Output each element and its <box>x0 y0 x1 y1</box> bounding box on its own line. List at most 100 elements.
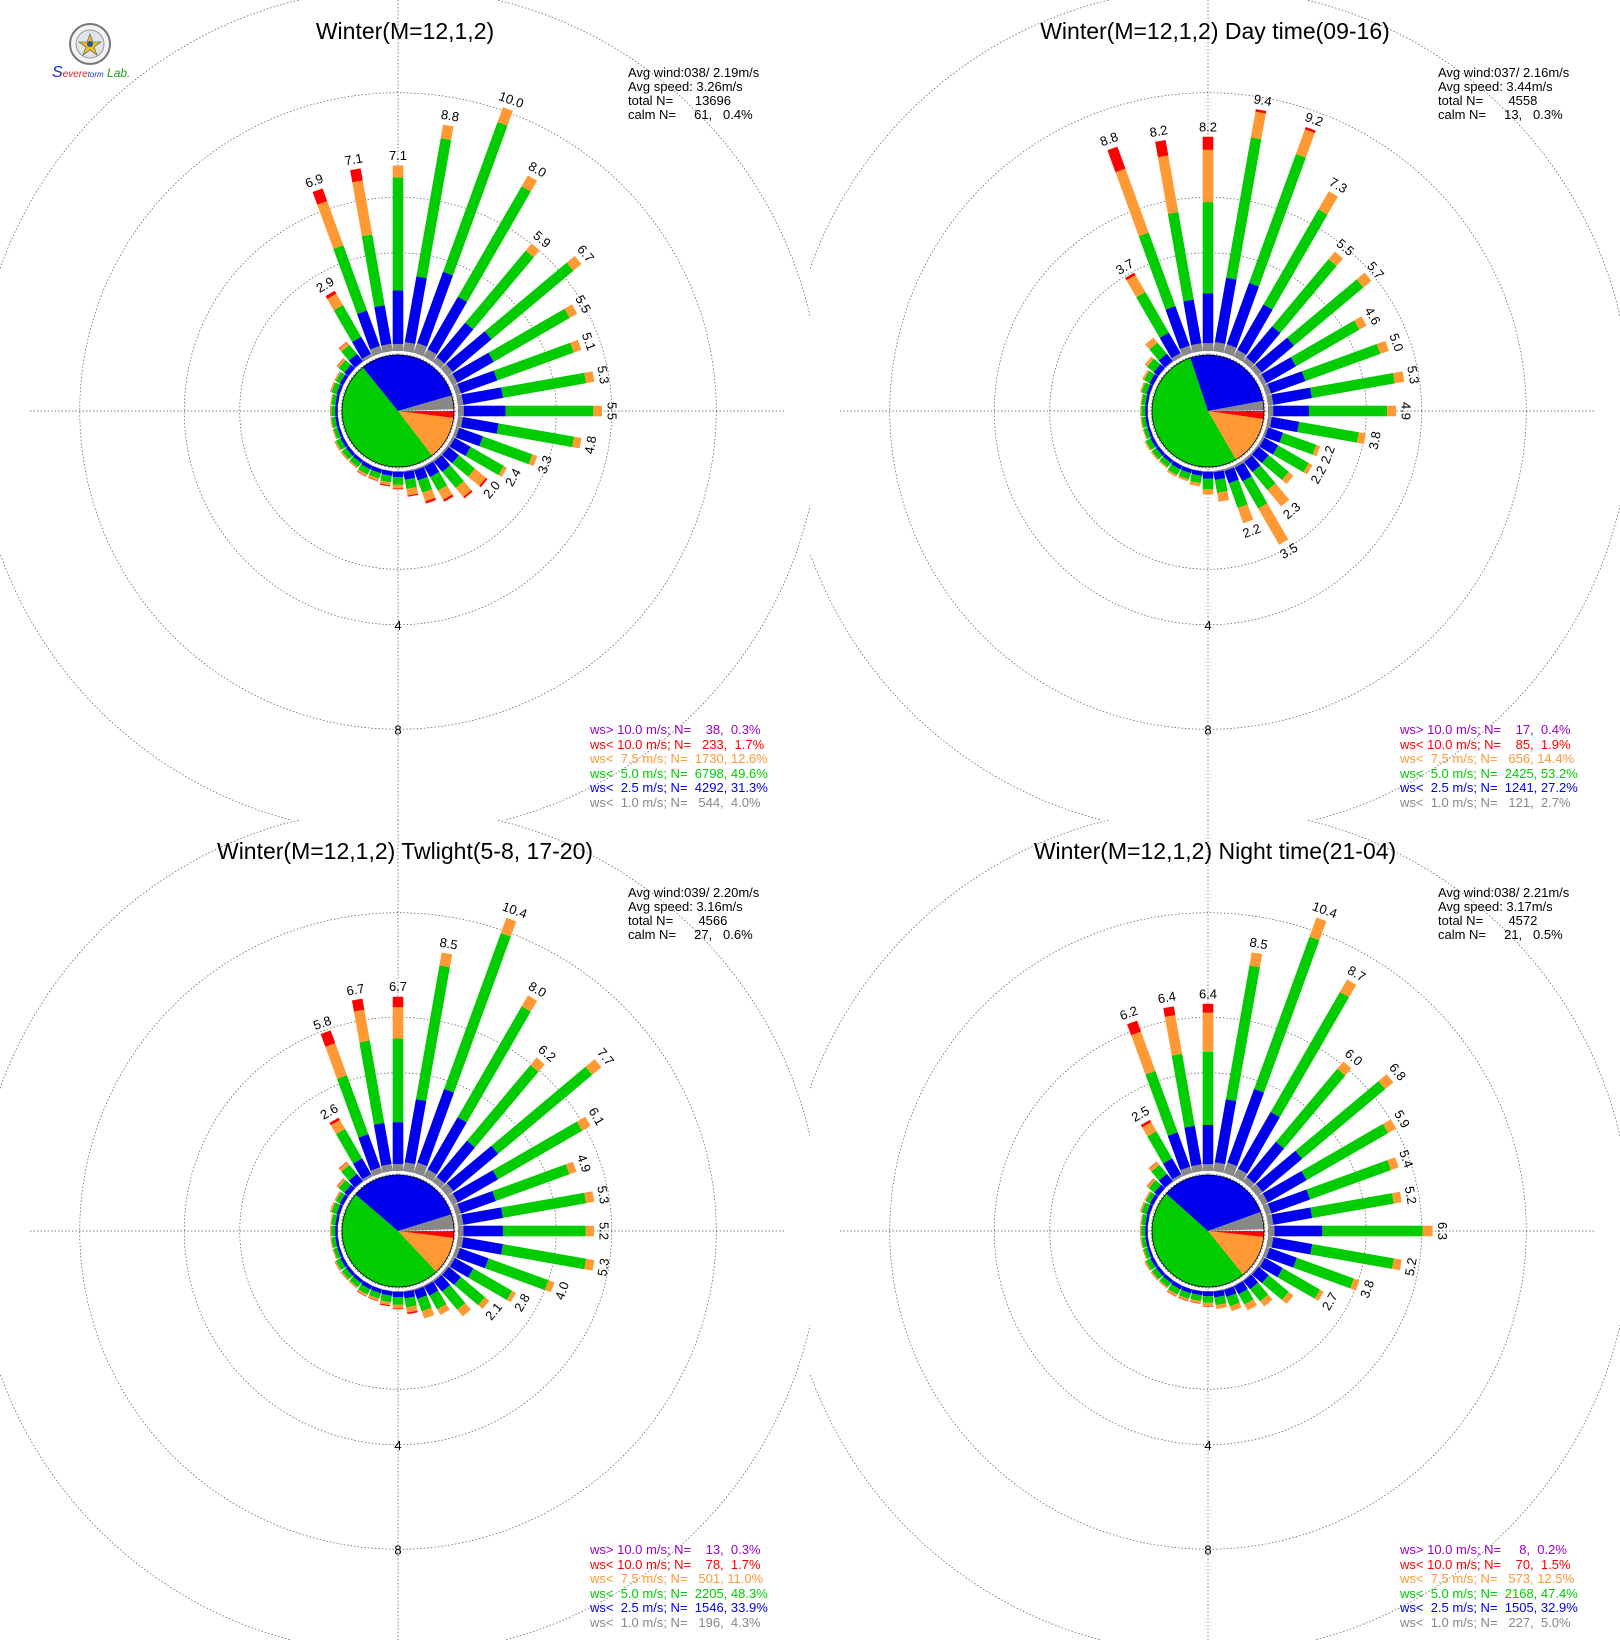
bar-segment <box>1202 1164 1214 1171</box>
direction-bar <box>1257 316 1367 386</box>
direction-bar <box>338 1161 364 1189</box>
bar-segment <box>1322 1225 1423 1237</box>
direction-bar <box>330 1214 340 1226</box>
bar-segment <box>334 371 340 381</box>
bar-segment <box>1214 1295 1227 1306</box>
grid-ring <box>889 912 1527 1550</box>
bar-segment <box>1261 455 1289 480</box>
bar-segment <box>363 1280 373 1287</box>
bar-segment <box>335 1191 346 1204</box>
bar-segment <box>1142 1249 1147 1260</box>
direction-bar <box>413 465 437 504</box>
bar-segment <box>330 417 333 428</box>
direction-bar <box>456 1191 595 1226</box>
bar-segment <box>1182 1285 1193 1290</box>
bar-segment <box>1192 469 1203 472</box>
direction-bar <box>1150 1265 1166 1281</box>
bar-segment <box>380 1294 392 1303</box>
bar-segment <box>1306 1160 1391 1200</box>
direction-bar <box>1148 1161 1174 1189</box>
bar-segment <box>415 965 450 1102</box>
legend-entry: ws< 2.5 m/s; N= 1241, 27.2% <box>1400 780 1578 795</box>
bar-segment <box>333 245 368 314</box>
direction-bar <box>1144 436 1159 451</box>
bar-segment <box>452 1203 462 1216</box>
direction-bar <box>432 1057 545 1189</box>
bar-segment <box>1202 1003 1214 1013</box>
bar-segment <box>1144 1191 1150 1201</box>
direction-bar <box>1145 337 1174 369</box>
legend-entry: ws< 2.5 m/s; N= 1505, 32.9% <box>1400 1600 1578 1615</box>
bar-segment <box>570 339 582 353</box>
direction-bar <box>348 453 364 469</box>
pie-slice <box>1208 1231 1264 1237</box>
bar-value-label: 5.3 <box>594 1185 612 1205</box>
bar-segment <box>330 1214 334 1225</box>
bar-segment <box>413 1286 428 1300</box>
stats-block: Avg wind:038/ 2.19m/s Avg speed: 3.26m/s t… <box>628 66 759 122</box>
bar-segment <box>363 460 373 467</box>
bar-segment <box>1145 1225 1148 1237</box>
bar-segment <box>1163 1273 1174 1284</box>
bar-segment <box>1259 1257 1283 1278</box>
bar-segment <box>1155 1265 1166 1276</box>
direction-bar <box>329 1117 373 1182</box>
bar-segment <box>348 461 357 469</box>
direction-bar <box>1140 416 1150 428</box>
direction-bar <box>329 1201 344 1216</box>
bar-segment <box>1153 364 1165 376</box>
bar-segment <box>336 1075 369 1138</box>
bar-value-label: 9.2 <box>1303 109 1325 129</box>
direction-bar <box>1155 140 1203 353</box>
bar-segment <box>1140 1214 1144 1225</box>
bar-segment <box>337 416 340 427</box>
legend-entry: ws> 10.0 m/s; N= 8, 0.2% <box>1400 1542 1567 1557</box>
bar-segment <box>357 310 380 350</box>
bar-segment <box>1162 1158 1182 1180</box>
bar-segment <box>1244 1299 1257 1311</box>
bar-segment <box>1139 1201 1144 1212</box>
bar-segment <box>334 371 341 382</box>
bar-segment <box>338 1179 352 1193</box>
legend-entry: ws< 7.5 m/s; N= 656, 14.4% <box>1400 751 1575 766</box>
bar-segment <box>1164 360 1174 369</box>
bar-segment <box>327 293 343 311</box>
direction-bar <box>379 469 393 487</box>
direction-bar <box>432 453 473 499</box>
bar-segment <box>345 445 356 456</box>
direction-bar <box>351 998 393 1173</box>
bar-segment <box>1180 1166 1193 1177</box>
bar-segment <box>335 438 346 451</box>
bar-segment <box>334 440 341 451</box>
direction-bar <box>1163 1006 1203 1173</box>
bar-segment <box>1145 394 1150 406</box>
direction-bar <box>1140 1214 1150 1226</box>
bar-segment <box>1190 1293 1203 1302</box>
stats-line: Avg wind:038/ 2.21m/s <box>1438 885 1570 900</box>
bar-segment <box>442 1266 461 1286</box>
bar-segment <box>379 483 391 487</box>
bar-segment <box>1272 259 1337 334</box>
bar-segment <box>488 308 570 362</box>
bar-segment <box>1257 374 1267 386</box>
bar-segment <box>330 1214 333 1225</box>
bar-segment <box>392 996 404 1008</box>
bar-segment <box>1309 917 1327 941</box>
wind-rose-panel: 48126.48.510.48.76.06.85.95.45.26.35.23.… <box>810 820 1620 1640</box>
bar-segment <box>1387 1157 1399 1171</box>
bar-segment <box>442 446 459 464</box>
bar-value-label: 4.9 <box>1399 402 1414 420</box>
bar-segment <box>353 453 364 464</box>
bar-segment <box>432 453 442 462</box>
bar-segment <box>1263 209 1328 310</box>
legend-entry: ws< 10.0 m/s; N= 70, 1.5% <box>1400 1556 1571 1572</box>
bar-segment <box>440 1265 449 1275</box>
direction-bar <box>1140 1225 1148 1237</box>
bar-value-label: 5.5 <box>604 402 619 420</box>
bar-segment <box>1242 1273 1252 1282</box>
bar-segment <box>355 1273 364 1281</box>
bar-segment <box>457 405 464 417</box>
bar-segment <box>331 1214 338 1226</box>
bar-segment <box>392 290 404 344</box>
bar-segment <box>1237 304 1273 355</box>
